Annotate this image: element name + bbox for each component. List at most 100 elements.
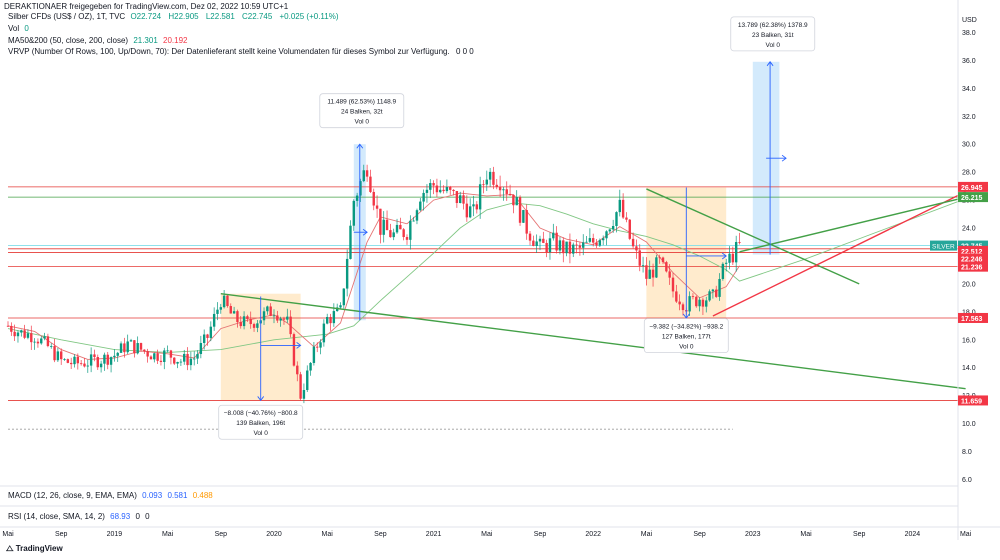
measure-label-text: 13.789 (62.38%) 1378.9 bbox=[738, 22, 808, 29]
measure-label-text: Vol 0 bbox=[253, 430, 268, 437]
candle-body bbox=[266, 306, 269, 312]
candle-body bbox=[678, 301, 681, 305]
candle-body bbox=[718, 278, 721, 297]
candle-body bbox=[708, 291, 711, 301]
legend-vol-row: Vol 0 bbox=[8, 24, 29, 33]
tradingview-logo[interactable]: ⧍ TradingView bbox=[6, 544, 63, 554]
candle-body bbox=[455, 191, 459, 204]
rsi-legend: RSI (14, close, SMA, 14, 2) 68.93 0 0 bbox=[8, 512, 150, 521]
brand-name: TradingView bbox=[15, 544, 63, 553]
candle-body bbox=[345, 258, 349, 289]
candle-body bbox=[379, 208, 382, 235]
x-tick-label: 2020 bbox=[266, 531, 282, 538]
price-label-text: 26.215 bbox=[961, 195, 983, 202]
vrvp-label[interactable]: VRVP (Number Of Rows, 100, Up/Down, 70):… bbox=[8, 47, 450, 56]
candle-body bbox=[375, 205, 379, 209]
candle-body bbox=[206, 334, 209, 338]
ohlc-high: H22.905 bbox=[168, 12, 199, 21]
measure-label-box-2 bbox=[643, 318, 729, 354]
candle-body bbox=[202, 334, 206, 343]
candle-body bbox=[542, 238, 545, 243]
candle-body bbox=[658, 257, 661, 259]
candle-body bbox=[439, 189, 442, 193]
measure-label-box-3 bbox=[730, 16, 816, 52]
macd-hist-value: 0.488 bbox=[192, 491, 213, 500]
candle-body bbox=[498, 186, 502, 191]
ma-label[interactable]: MA50&200 (50, close, 200, close) bbox=[8, 36, 129, 45]
candle-body bbox=[655, 257, 658, 278]
rsi-label[interactable]: RSI (14, close, SMA, 14, 2) bbox=[8, 512, 105, 521]
candle-body bbox=[648, 269, 651, 279]
candle-body bbox=[296, 365, 299, 375]
macd-legend: MACD (12, 26, close, 9, EMA, EMA) 0.093 … bbox=[8, 491, 213, 500]
measure-label-box-1 bbox=[319, 93, 405, 129]
candle-body bbox=[518, 197, 522, 223]
measure-label-text: Vol 0 bbox=[355, 119, 370, 126]
candle-body bbox=[442, 189, 445, 192]
candle-body bbox=[6, 325, 10, 327]
candle-body bbox=[326, 316, 329, 324]
vol-label[interactable]: Vol bbox=[8, 24, 20, 33]
candle-body bbox=[545, 242, 548, 253]
measure-label-text: −8.008 (−40.76%) −800.8 bbox=[224, 410, 298, 417]
candle-body bbox=[212, 313, 216, 327]
candle-body bbox=[385, 219, 389, 231]
candle-body bbox=[548, 238, 552, 253]
candle-body bbox=[558, 240, 562, 251]
legend-vrvp-row: VRVP (Number Of Rows, 100, Up/Down, 70):… bbox=[8, 47, 474, 56]
measure-label-text: −9.382 (−34.82%) −938.2 bbox=[649, 324, 723, 331]
time-axis: Mai Sep 2019 Mai Sep 2020 Mai Sep 2021 Mai Sep 2022… bbox=[2, 531, 971, 538]
candle-body bbox=[306, 370, 309, 391]
ohlc-low: L22.581 bbox=[205, 12, 235, 21]
y-tick-label: 38.0 bbox=[962, 30, 976, 37]
candle-body bbox=[695, 296, 698, 307]
candle-body bbox=[249, 318, 252, 325]
y-tick-label: 32.0 bbox=[962, 114, 976, 121]
measure-h-arrowhead-2 bbox=[721, 252, 727, 260]
candle-body bbox=[289, 316, 292, 335]
candle-body bbox=[734, 242, 738, 263]
candle-body bbox=[355, 195, 359, 201]
candle-body bbox=[445, 187, 449, 192]
candle-body bbox=[661, 257, 665, 263]
macd-label[interactable]: MACD (12, 26, close, 9, EMA, EMA) bbox=[8, 491, 137, 500]
x-tick-label: Sep bbox=[374, 531, 387, 538]
x-tick-label: Mai bbox=[960, 531, 972, 538]
candle-body bbox=[515, 197, 518, 206]
measure-arrowhead-1 bbox=[356, 143, 364, 149]
candle-body bbox=[40, 338, 43, 344]
candle-body bbox=[339, 305, 342, 308]
candle-body bbox=[133, 340, 136, 354]
candle-body bbox=[485, 179, 488, 185]
tradingview-icon: ⧍ bbox=[6, 544, 14, 553]
candle-body bbox=[199, 342, 203, 355]
horizontal-levels bbox=[8, 186, 958, 430]
candle-body bbox=[502, 189, 505, 191]
candle-body bbox=[156, 353, 159, 361]
candle-body bbox=[465, 203, 469, 218]
axis-unit-label: USD bbox=[962, 17, 977, 24]
candle-body bbox=[149, 356, 153, 360]
ma200-line bbox=[7, 198, 966, 353]
candle-body bbox=[60, 351, 63, 360]
candle-body bbox=[269, 306, 272, 316]
measure-label-text: 11.489 (62.53%) 1148.9 bbox=[327, 99, 396, 106]
price-label-text: 22.512 bbox=[961, 249, 983, 256]
candle-body bbox=[475, 204, 479, 210]
x-tick-label: Mai bbox=[322, 531, 334, 538]
candle-body bbox=[276, 315, 279, 321]
symbol-name[interactable]: Silber CFDs (US$ / OZ), 1T, TVC bbox=[8, 12, 126, 21]
candle-body bbox=[159, 360, 163, 363]
price-label-text: 21.236 bbox=[961, 265, 983, 272]
price-label-text: 26.945 bbox=[961, 185, 983, 192]
candle-body bbox=[578, 245, 582, 248]
candle-body bbox=[568, 241, 572, 254]
y-tick-label: 36.0 bbox=[962, 58, 976, 65]
candle-body bbox=[173, 357, 176, 364]
candle-body bbox=[425, 189, 429, 193]
candle-body bbox=[286, 316, 289, 320]
rsi-upper-value: 0 bbox=[135, 512, 140, 521]
candle-body bbox=[395, 224, 399, 233]
candle-body bbox=[585, 241, 588, 243]
